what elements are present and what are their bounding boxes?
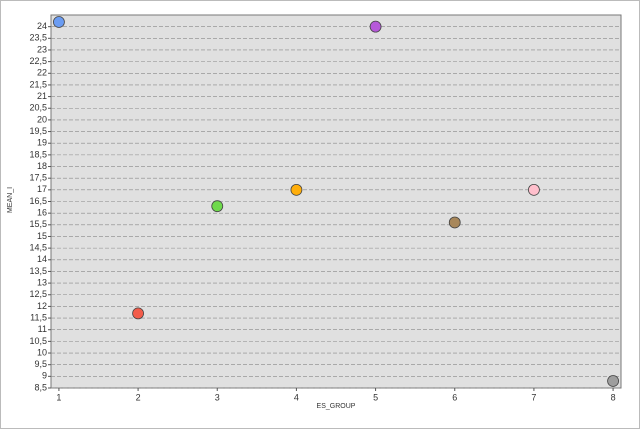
point [132,307,144,320]
y-tick-label: 13,5 [29,266,47,276]
y-tick-label: 13 [37,277,47,287]
y-tick-label: 15,5 [29,219,47,229]
x-tick-label: 2 [136,392,141,402]
y-tick-label: 15 [37,231,47,241]
x-tick-label: 5 [373,392,378,402]
x-tick-label: 7 [531,392,536,402]
y-axis-label: MEAN_I [7,187,14,213]
y-tick-label: 12 [37,301,47,311]
point [290,183,303,196]
point [528,183,540,196]
y-tick-label: 20 [37,114,47,124]
y-tick-label: 22 [37,68,47,78]
x-tick-label: 6 [452,392,457,402]
y-tick-label: 16 [37,208,47,218]
y-tick-label: 14,5 [29,243,47,253]
y-tick-label: 19,5 [29,126,47,136]
x-tick-label: 1 [56,392,61,402]
y-tick-label: 23,5 [29,33,47,43]
y-tick-label: 12,5 [29,289,47,299]
y-tick-label: 23 [37,44,47,54]
point [448,216,461,229]
y-tick-label: 22,5 [29,56,47,66]
y-tick-label: 19 [37,138,47,148]
point [53,16,65,28]
x-tick-label: 8 [611,392,616,402]
point [607,375,619,387]
y-tick-label: 10,5 [29,336,47,346]
point [369,20,382,33]
y-tick-label: 18 [37,161,47,171]
y-tick-label: 20,5 [29,103,47,113]
x-tick-label: 3 [215,392,220,402]
y-tick-label: 21 [37,91,47,101]
y-tick-label: 8,5 [34,382,47,392]
point [211,200,224,213]
y-tick-label: 16,5 [29,196,47,206]
y-tick-label: 18,5 [29,149,47,159]
y-tick-label: 9 [42,371,47,381]
y-tick-label: 24 [37,21,47,31]
y-tick-label: 17 [37,184,47,194]
y-tick-label: 21,5 [29,79,47,89]
y-tick-label: 9,5 [34,359,47,369]
y-tick-label: 11,5 [30,312,47,322]
y-tick-label: 14 [37,254,47,264]
y-tick-label: 10 [37,347,47,357]
x-tick-label: 4 [294,392,299,402]
y-tick-label: 17,5 [29,173,47,183]
x-axis-label: ES_GROUP [317,403,356,410]
y-tick-label: 11 [38,324,47,334]
